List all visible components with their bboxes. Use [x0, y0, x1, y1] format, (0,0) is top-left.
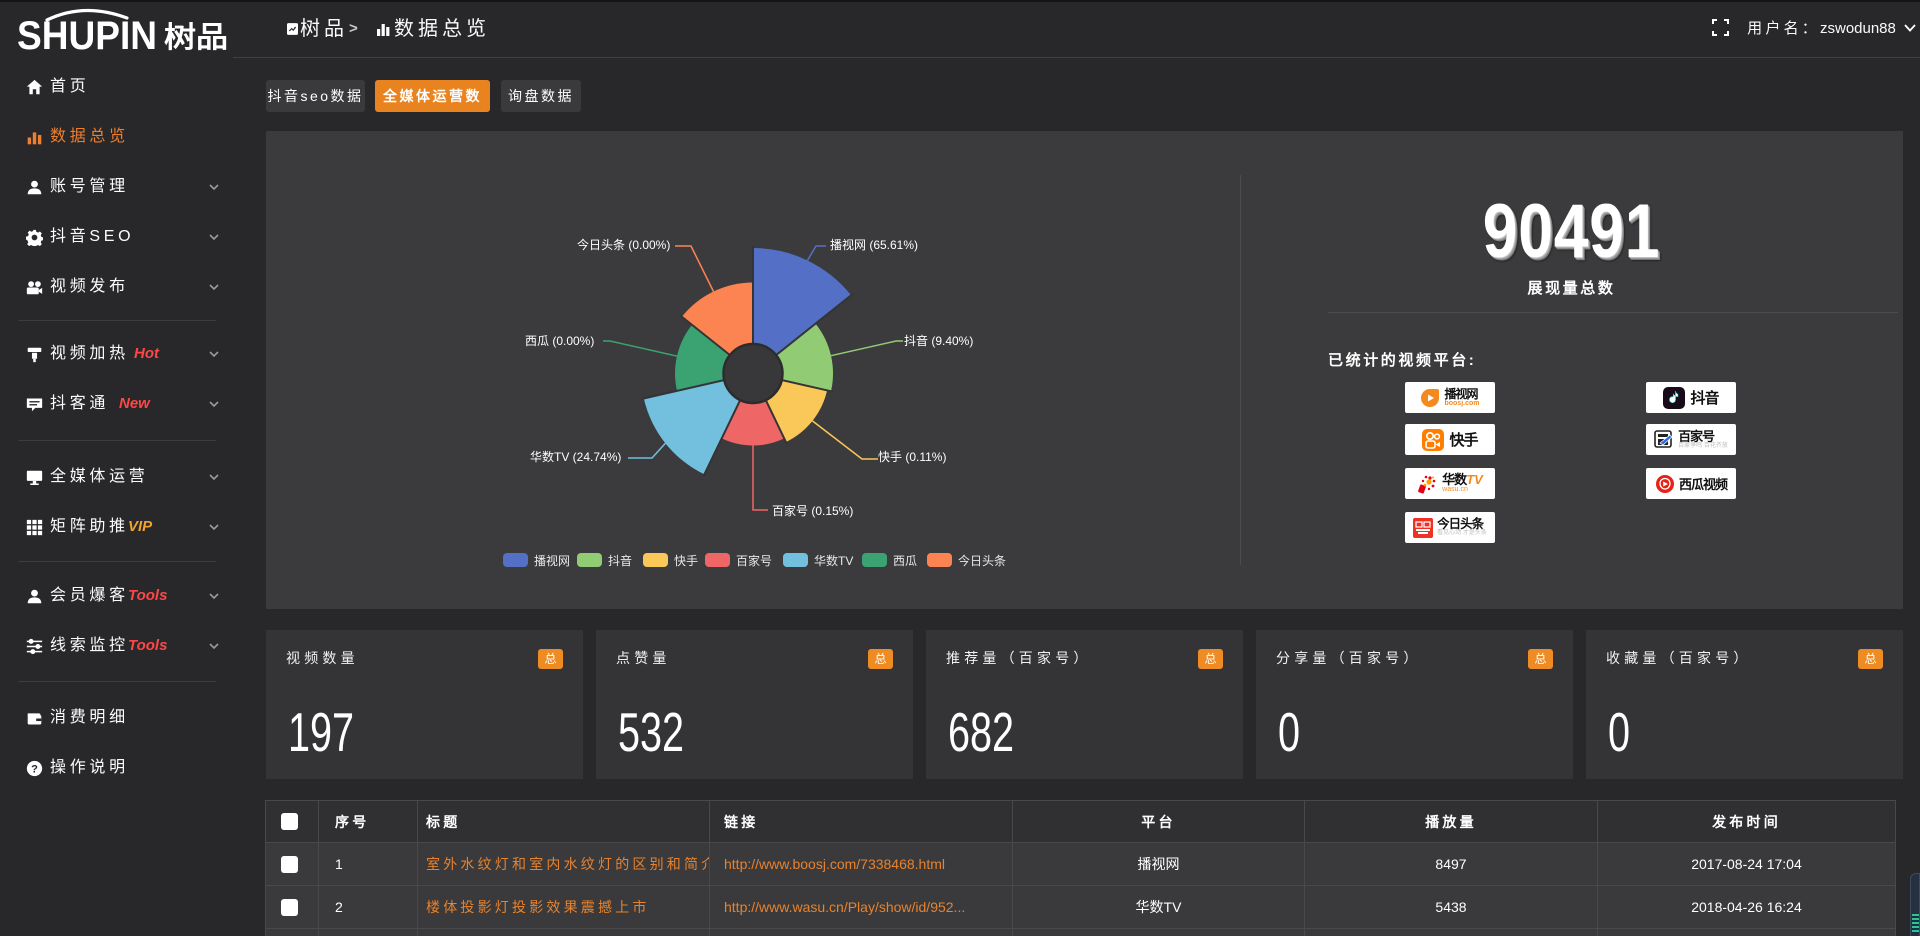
svg-text:?: ? — [31, 763, 38, 775]
svg-text:树品: 树品 — [164, 21, 228, 54]
svg-text:SHUPIN: SHUPIN — [17, 14, 157, 58]
